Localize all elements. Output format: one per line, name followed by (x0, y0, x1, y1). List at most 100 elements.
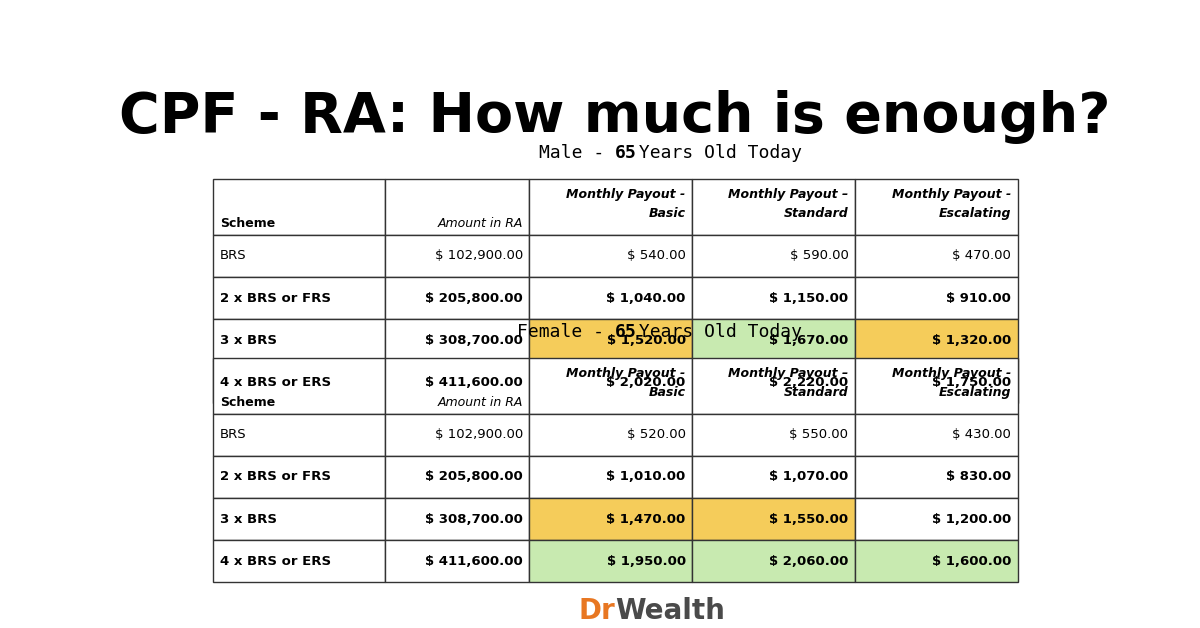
Text: Escalating: Escalating (938, 386, 1012, 399)
Text: 3 x BRS: 3 x BRS (220, 333, 277, 347)
Text: Amount in RA: Amount in RA (438, 396, 523, 409)
Bar (385, 540, 529, 582)
Bar (529, 277, 692, 319)
Text: CPF - RA: How much is enough?: CPF - RA: How much is enough? (119, 90, 1111, 144)
Text: $ 1,470.00: $ 1,470.00 (606, 512, 685, 526)
Text: $ 1,320.00: $ 1,320.00 (932, 333, 1012, 347)
Text: Monthly Payout -: Monthly Payout - (892, 367, 1012, 381)
Text: $ 205,800.00: $ 205,800.00 (425, 470, 523, 484)
Text: Escalating: Escalating (938, 207, 1012, 220)
Text: 2 x BRS or FRS: 2 x BRS or FRS (220, 470, 331, 484)
Bar (214, 319, 385, 361)
Text: Years Old Today: Years Old Today (628, 323, 802, 342)
Bar (854, 319, 1018, 361)
Text: BRS: BRS (220, 249, 246, 263)
Bar (529, 540, 692, 582)
Bar (214, 540, 385, 582)
Text: $ 2,020.00: $ 2,020.00 (606, 376, 685, 389)
Bar (854, 277, 1018, 319)
Bar (385, 277, 529, 319)
Text: 4 x BRS or ERS: 4 x BRS or ERS (220, 555, 331, 568)
Text: $ 910.00: $ 910.00 (947, 291, 1012, 305)
Text: Female -: Female - (517, 323, 616, 342)
Text: 4 x BRS or ERS: 4 x BRS or ERS (220, 376, 331, 389)
Text: $ 1,150.00: $ 1,150.00 (769, 291, 848, 305)
Text: $ 1,520.00: $ 1,520.00 (606, 333, 685, 347)
Text: $ 1,200.00: $ 1,200.00 (932, 512, 1012, 526)
Text: Monthly Payout –: Monthly Payout – (728, 188, 848, 202)
Bar (692, 235, 854, 277)
Text: $ 550.00: $ 550.00 (790, 428, 848, 441)
Text: 65: 65 (616, 323, 637, 342)
Bar (692, 277, 854, 319)
Text: $ 308,700.00: $ 308,700.00 (425, 333, 523, 347)
Text: $ 540.00: $ 540.00 (626, 249, 685, 263)
Text: $ 205,800.00: $ 205,800.00 (425, 291, 523, 305)
Text: BRS: BRS (220, 428, 246, 441)
Bar (529, 180, 692, 235)
Text: $ 102,900.00: $ 102,900.00 (434, 428, 523, 441)
Bar (214, 414, 385, 456)
Text: Monthly Payout -: Monthly Payout - (892, 188, 1012, 202)
Text: $ 1,010.00: $ 1,010.00 (606, 470, 685, 484)
Bar (854, 540, 1018, 582)
Text: $ 590.00: $ 590.00 (790, 249, 848, 263)
Bar (214, 180, 385, 235)
Bar (692, 180, 854, 235)
Text: Monthly Payout -: Monthly Payout - (566, 188, 685, 202)
Text: $ 1,550.00: $ 1,550.00 (769, 512, 848, 526)
Bar (854, 498, 1018, 540)
Bar (529, 361, 692, 403)
Bar (214, 456, 385, 498)
Bar (854, 361, 1018, 403)
Text: $ 2,220.00: $ 2,220.00 (769, 376, 848, 389)
Bar (385, 361, 529, 403)
Bar (854, 414, 1018, 456)
Text: $ 308,700.00: $ 308,700.00 (425, 512, 523, 526)
Text: Scheme: Scheme (220, 217, 275, 230)
Bar (529, 358, 692, 414)
Text: $ 430.00: $ 430.00 (953, 428, 1012, 441)
Bar (385, 498, 529, 540)
Bar (692, 540, 854, 582)
Text: Dr: Dr (578, 597, 616, 625)
Bar (692, 498, 854, 540)
Bar (385, 414, 529, 456)
Bar (854, 235, 1018, 277)
Text: $ 102,900.00: $ 102,900.00 (434, 249, 523, 263)
Text: Years Old Today: Years Old Today (628, 144, 802, 163)
Text: Male -: Male - (539, 144, 616, 163)
Text: 65: 65 (616, 144, 637, 163)
Text: Basic: Basic (649, 207, 685, 220)
Bar (529, 235, 692, 277)
Bar (385, 319, 529, 361)
Text: $ 411,600.00: $ 411,600.00 (425, 555, 523, 568)
Bar (385, 235, 529, 277)
Text: $ 1,600.00: $ 1,600.00 (932, 555, 1012, 568)
Text: $ 470.00: $ 470.00 (953, 249, 1012, 263)
Bar (529, 319, 692, 361)
Text: 3 x BRS: 3 x BRS (220, 512, 277, 526)
Text: $ 1,950.00: $ 1,950.00 (606, 555, 685, 568)
Bar (385, 456, 529, 498)
Text: $ 2,060.00: $ 2,060.00 (769, 555, 848, 568)
Text: Basic: Basic (649, 386, 685, 399)
Bar (692, 361, 854, 403)
Bar (854, 456, 1018, 498)
Bar (529, 498, 692, 540)
Bar (214, 498, 385, 540)
Bar (385, 180, 529, 235)
Bar (692, 414, 854, 456)
Bar (214, 361, 385, 403)
Text: 2 x BRS or FRS: 2 x BRS or FRS (220, 291, 331, 305)
Text: Wealth: Wealth (616, 597, 725, 625)
Bar (214, 277, 385, 319)
Text: $ 830.00: $ 830.00 (946, 470, 1012, 484)
Text: Amount in RA: Amount in RA (438, 217, 523, 230)
Bar (214, 358, 385, 414)
Text: Scheme: Scheme (220, 396, 275, 409)
Text: Monthly Payout -: Monthly Payout - (566, 367, 685, 381)
Bar (854, 358, 1018, 414)
Text: $ 411,600.00: $ 411,600.00 (425, 376, 523, 389)
Bar (529, 456, 692, 498)
